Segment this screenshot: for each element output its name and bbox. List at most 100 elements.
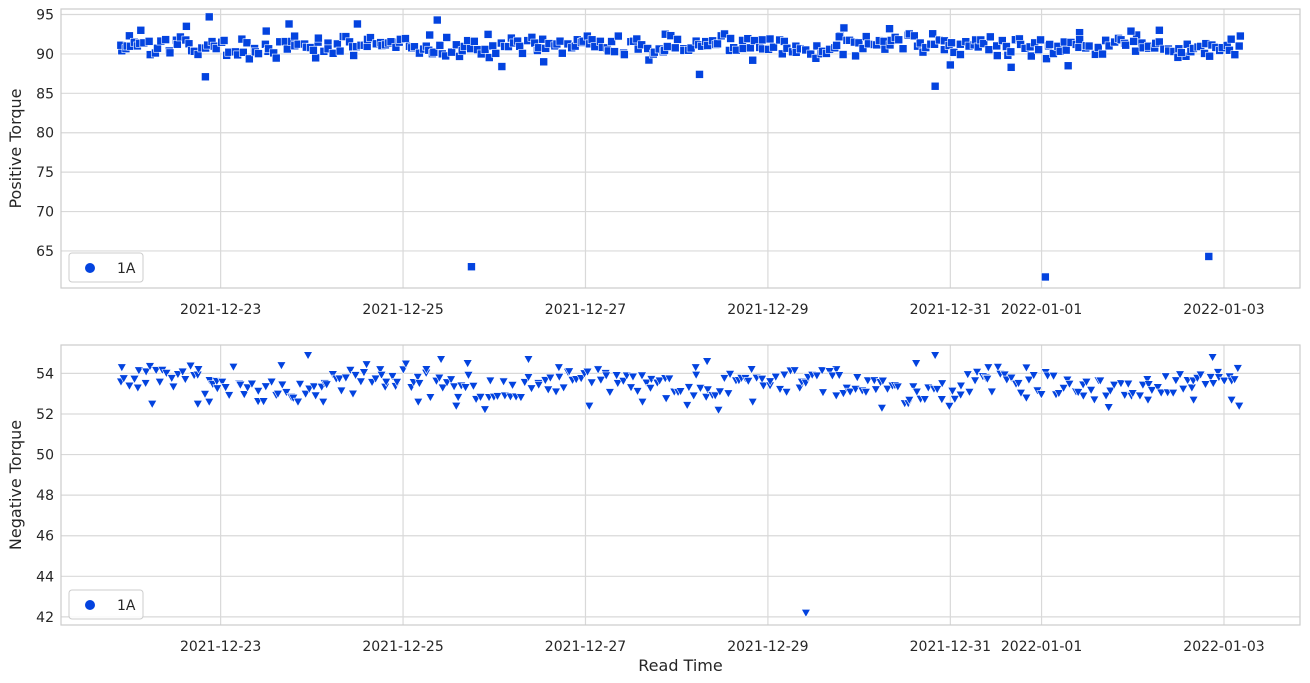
data-point xyxy=(323,44,333,54)
data-point xyxy=(1226,395,1237,405)
data-point xyxy=(758,381,769,391)
data-point xyxy=(308,382,319,392)
data-point xyxy=(540,376,551,386)
data-point xyxy=(979,39,989,48)
data-point xyxy=(401,34,410,43)
data-point xyxy=(1119,391,1130,401)
data-point xyxy=(304,384,315,394)
data-point xyxy=(1048,372,1059,381)
data-point xyxy=(172,370,183,380)
data-point xyxy=(970,376,981,386)
data-point xyxy=(460,383,471,393)
x-tick-label: 2021-12-29 xyxy=(727,302,808,318)
data-point xyxy=(1021,363,1032,373)
y-tick-label: 90 xyxy=(36,47,54,63)
data-point xyxy=(834,32,844,42)
data-point xyxy=(614,31,623,41)
legend-marker xyxy=(85,600,95,610)
data-point xyxy=(1131,46,1140,56)
data-point xyxy=(695,70,704,79)
data-point xyxy=(271,53,281,63)
data-point xyxy=(340,373,351,383)
data-point xyxy=(770,372,781,382)
data-point xyxy=(309,45,318,55)
data-point xyxy=(224,391,235,401)
data-point xyxy=(204,12,214,22)
data-point xyxy=(1200,380,1211,390)
y-tick-label: 48 xyxy=(36,488,54,504)
data-point xyxy=(555,36,565,46)
y-tick-label: 50 xyxy=(36,448,54,464)
data-point xyxy=(726,34,735,43)
data-point xyxy=(1089,395,1100,405)
data-point xyxy=(932,385,943,395)
data-point xyxy=(462,359,473,369)
data-point xyxy=(664,374,675,384)
data-point xyxy=(774,385,786,395)
data-point xyxy=(449,382,460,392)
data-point xyxy=(885,24,894,34)
data-point xyxy=(132,383,143,393)
data-point xyxy=(165,48,175,58)
data-point xyxy=(392,378,403,388)
data-point xyxy=(964,388,975,398)
data-point xyxy=(779,370,790,380)
data-point xyxy=(1006,47,1016,57)
data-point xyxy=(690,363,701,373)
data-point xyxy=(986,32,995,42)
data-point xyxy=(817,366,828,376)
data-point xyxy=(1078,391,1089,401)
data-point xyxy=(719,374,730,384)
data-point xyxy=(937,379,948,389)
data-point xyxy=(632,34,642,44)
data-point xyxy=(166,374,177,384)
data-point xyxy=(118,374,129,384)
data-point xyxy=(877,376,888,386)
data-point xyxy=(1229,375,1240,385)
series-1A xyxy=(115,351,1245,618)
data-point xyxy=(151,366,162,376)
data-point xyxy=(641,378,652,388)
data-point xyxy=(1098,49,1107,59)
y-tick-label: 65 xyxy=(36,244,54,260)
data-point xyxy=(723,389,734,399)
data-point xyxy=(349,51,358,60)
data-point xyxy=(1177,48,1186,57)
data-point xyxy=(817,388,828,398)
data-point xyxy=(253,387,264,397)
data-point xyxy=(748,55,758,65)
data-point xyxy=(228,362,239,372)
data-point xyxy=(261,26,271,36)
data-point xyxy=(1226,34,1236,44)
data-point xyxy=(345,366,356,376)
data-point xyxy=(1232,364,1243,374)
data-point xyxy=(538,34,547,44)
data-point xyxy=(488,41,498,51)
data-point xyxy=(353,19,362,29)
data-point xyxy=(637,398,648,407)
data-point xyxy=(702,385,713,395)
data-point xyxy=(1045,40,1054,49)
data-point xyxy=(714,387,725,397)
data-point xyxy=(627,372,639,382)
legend-box xyxy=(68,252,144,283)
data-point xyxy=(781,388,792,398)
data-point xyxy=(839,23,849,33)
data-point xyxy=(1142,395,1153,405)
data-point xyxy=(412,373,423,383)
data-point xyxy=(277,380,288,390)
data-point xyxy=(683,383,694,393)
data-point xyxy=(845,387,856,397)
data-point xyxy=(125,31,134,41)
data-point xyxy=(930,81,940,91)
data-point xyxy=(870,385,881,395)
data-point xyxy=(485,376,496,386)
y-tick-label: 46 xyxy=(36,529,54,545)
data-point xyxy=(944,402,955,412)
data-point xyxy=(946,60,955,70)
data-point xyxy=(1146,386,1157,396)
data-point xyxy=(161,369,172,379)
data-point xyxy=(116,363,127,373)
data-point xyxy=(1073,388,1084,398)
data-point xyxy=(1137,380,1148,390)
